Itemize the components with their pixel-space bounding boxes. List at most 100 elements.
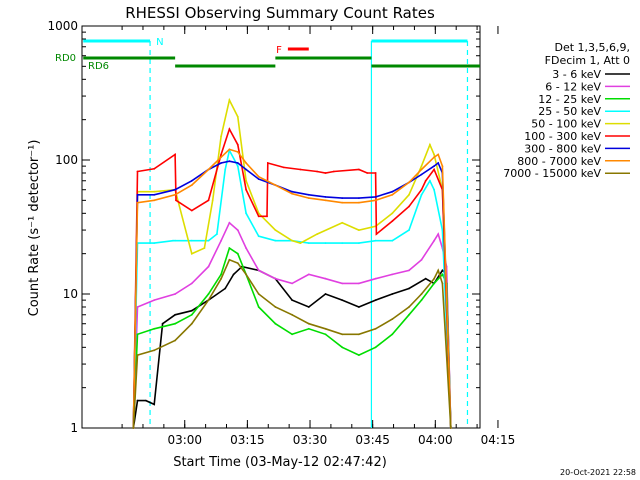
x-tick-label: 03:00 (167, 433, 202, 447)
series-point (341, 282, 344, 285)
series-point (136, 333, 139, 336)
series-point (228, 148, 231, 151)
footer-timestamp: 20-Oct-2021 22:58 (560, 468, 636, 477)
series-point (366, 172, 369, 174)
series-point (433, 165, 435, 168)
series-point (324, 196, 327, 198)
y-tick-label: 100 (55, 153, 78, 167)
series-point (433, 282, 435, 285)
series-point (358, 282, 360, 285)
series-point (408, 181, 410, 184)
series-point (220, 156, 223, 159)
plot-frame (81, 25, 481, 429)
series-point (433, 153, 435, 156)
series-point (307, 193, 310, 196)
legend-entry-label: 6 - 12 keV (545, 80, 601, 93)
series-point (274, 277, 277, 280)
series-point (236, 165, 239, 168)
series-point (420, 258, 423, 261)
series-point (153, 190, 156, 193)
series-point (207, 168, 210, 171)
series-point (145, 399, 147, 402)
series-point (441, 269, 444, 272)
series-point (207, 299, 210, 301)
series-point (236, 151, 239, 153)
series-point (433, 277, 435, 280)
y-tick-label: 1 (70, 421, 78, 435)
series-point (358, 168, 360, 171)
series-point (153, 199, 156, 202)
series-point (374, 299, 377, 301)
series-point (420, 173, 423, 176)
series-line (132, 246, 452, 429)
series-point (224, 287, 227, 290)
series-point (190, 282, 193, 285)
series-point (153, 299, 156, 301)
series-point (391, 220, 394, 223)
series-point (420, 299, 423, 301)
series-point (358, 229, 360, 232)
series-point (408, 287, 410, 290)
series-point (291, 192, 293, 195)
series-point (211, 199, 214, 202)
series-point (437, 153, 440, 156)
series-point (207, 293, 210, 295)
series-point (274, 184, 277, 187)
series-point (174, 193, 177, 196)
series-point (232, 273, 235, 276)
series-point (190, 322, 193, 325)
series-point (224, 168, 227, 171)
series-point (441, 273, 444, 276)
series-point (257, 175, 260, 178)
series-point (424, 277, 427, 280)
series-point (358, 197, 360, 200)
series-point (161, 322, 164, 325)
series-point (257, 306, 260, 308)
series-point (228, 221, 231, 224)
series-point (341, 333, 344, 336)
annotation-label-rd6: RD6 (88, 61, 109, 72)
legend-entry-label: 50 - 100 keV (531, 118, 601, 131)
series-point (299, 242, 302, 245)
series-point (220, 273, 223, 276)
series-point (136, 306, 139, 308)
series-point (374, 239, 377, 242)
series-point (429, 143, 431, 146)
series-point (282, 166, 285, 169)
series-point (174, 322, 177, 325)
series-point (266, 215, 268, 218)
axis-ticks: 1 10 100 1000 03:00 03:15 03:30 03:45 04:00 04:15 (47, 19, 515, 447)
series-point (245, 162, 248, 164)
series-point (341, 299, 344, 301)
series-point (274, 239, 277, 242)
series-point (291, 282, 293, 285)
series-point (175, 199, 177, 202)
series-point (391, 293, 394, 295)
series-point (324, 333, 327, 336)
series-point (228, 258, 231, 261)
series-point (136, 354, 139, 356)
series-point (257, 215, 260, 218)
series-point (216, 233, 218, 236)
series-point (391, 212, 394, 215)
legend-entry-label: 100 - 300 keV (524, 130, 601, 143)
legend-entry-label: 300 - 800 keV (524, 142, 601, 155)
series-point (408, 193, 410, 196)
series-point (433, 188, 435, 191)
series-point (408, 229, 410, 232)
series-point (437, 162, 440, 164)
series-point (245, 212, 248, 215)
series-point (136, 399, 139, 402)
series-point (190, 313, 193, 316)
series-point (420, 168, 423, 171)
series-point (408, 269, 410, 272)
series-point (375, 233, 378, 236)
legend-entry-label: 3 - 6 keV (552, 68, 601, 81)
series-point (391, 333, 394, 336)
series-point (207, 199, 210, 202)
legend-entry-label: 7000 - 15000 keV (503, 167, 601, 180)
series-point (424, 179, 427, 182)
series-point (228, 160, 231, 163)
series-line (132, 265, 452, 429)
